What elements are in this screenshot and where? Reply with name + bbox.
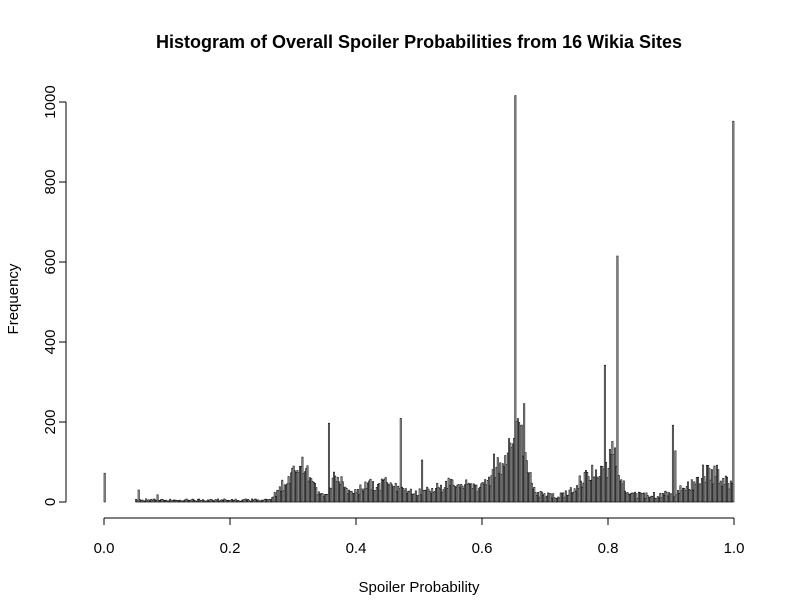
x-tick-label: 0.6 [472,540,493,557]
histogram-bars [103,95,735,503]
histogram-bar [635,493,638,503]
histogram-bar [653,492,655,503]
histogram-bar [156,494,159,503]
histogram-bar [732,120,735,503]
histogram-bar [674,450,677,503]
axis-ticks: 0.0 0.2 0.4 0.6 0.8 1.0 0 200 400 600 800 1000 [42,85,744,557]
x-axis-label: Spoiler Probability [359,579,480,596]
chart-title: Histogram of Overall Spoiler Probabiliti… [156,32,682,52]
x-tick-label: 0.0 [94,540,115,557]
histogram-bar [399,418,402,503]
histogram-bar [421,459,424,503]
y-tick-label: 600 [42,249,59,274]
histogram-bar [671,424,674,503]
histogram-bar [603,364,606,503]
y-tick-label: 800 [42,169,59,194]
y-tick-label: 1000 [42,85,59,118]
histogram-bar [217,498,219,503]
x-tick-label: 0.8 [598,540,619,557]
histogram-bar [103,472,106,503]
x-tick-label: 0.2 [220,540,241,557]
x-tick-label: 1.0 [724,540,745,557]
histogram-bar [327,422,330,503]
y-tick-label: 400 [42,329,59,354]
y-tick-label: 0 [42,498,59,506]
histogram-bar [642,492,645,503]
histogram-bar [137,489,140,503]
histogram-bar [234,498,237,503]
histogram-bar [514,95,517,503]
histogram-bar [616,255,619,503]
y-tick-label: 200 [42,409,59,434]
y-axis-label: Frequency [5,263,22,334]
x-tick-label: 0.4 [346,540,367,557]
